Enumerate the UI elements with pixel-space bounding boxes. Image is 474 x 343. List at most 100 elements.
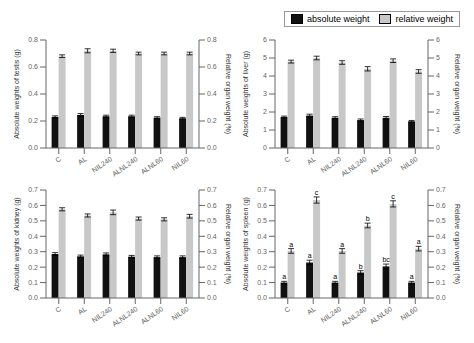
svg-text:NIL240: NIL240: [320, 305, 343, 324]
svg-text:0.6: 0.6: [28, 202, 38, 209]
svg-text:NIL240: NIL240: [91, 155, 114, 174]
svg-text:NIL60: NIL60: [170, 155, 189, 172]
svg-text:a: a: [333, 273, 337, 280]
svg-text:AL: AL: [306, 305, 317, 316]
svg-text:4: 4: [263, 72, 267, 79]
svg-text:NIL60: NIL60: [170, 305, 189, 322]
svg-text:0.6: 0.6: [207, 63, 217, 70]
svg-text:0.6: 0.6: [257, 202, 267, 209]
svg-text:0.2: 0.2: [436, 264, 446, 271]
svg-text:a: a: [282, 273, 286, 280]
svg-text:0.2: 0.2: [207, 117, 217, 124]
svg-text:0.2: 0.2: [28, 264, 38, 271]
svg-text:0.0: 0.0: [207, 294, 217, 301]
svg-text:ALNL60: ALNL60: [368, 305, 393, 325]
svg-text:Relative organ weight (%): Relative organ weight (%): [224, 54, 232, 134]
svg-text:0.4: 0.4: [436, 233, 446, 240]
svg-text:0.4: 0.4: [207, 233, 217, 240]
svg-text:ALNL60: ALNL60: [139, 155, 164, 175]
svg-text:2: 2: [263, 108, 267, 115]
svg-text:NIL60: NIL60: [399, 155, 418, 172]
svg-text:0.3: 0.3: [257, 248, 267, 255]
svg-text:0.5: 0.5: [28, 217, 38, 224]
svg-text:3: 3: [263, 90, 267, 97]
svg-text:NIL240: NIL240: [320, 155, 343, 174]
svg-text:0.0: 0.0: [28, 294, 38, 301]
svg-text:0: 0: [436, 144, 440, 151]
svg-text:0.5: 0.5: [436, 217, 446, 224]
svg-text:b: b: [366, 215, 370, 222]
svg-text:AL: AL: [77, 305, 88, 316]
svg-text:5: 5: [436, 54, 440, 61]
svg-text:b: b: [359, 263, 363, 270]
svg-text:AL: AL: [306, 155, 317, 166]
svg-text:0.4: 0.4: [257, 233, 267, 240]
svg-text:0.6: 0.6: [28, 63, 38, 70]
svg-text:a: a: [417, 238, 421, 245]
svg-text:c: c: [391, 193, 395, 200]
svg-text:ALNL60: ALNL60: [368, 155, 393, 175]
svg-text:0.6: 0.6: [207, 202, 217, 209]
svg-text:ALNL240: ALNL240: [111, 305, 139, 328]
svg-text:0.3: 0.3: [436, 248, 446, 255]
svg-text:0.1: 0.1: [257, 279, 267, 286]
svg-text:4: 4: [436, 72, 440, 79]
svg-text:Absolute weights of testis (g): Absolute weights of testis (g): [13, 49, 21, 139]
svg-text:0.4: 0.4: [28, 233, 38, 240]
svg-text:0.6: 0.6: [436, 202, 446, 209]
svg-text:0.0: 0.0: [436, 294, 446, 301]
svg-text:0.7: 0.7: [28, 186, 38, 193]
svg-text:C: C: [283, 155, 291, 164]
svg-text:ALNL240: ALNL240: [111, 155, 139, 178]
svg-text:0: 0: [263, 144, 267, 151]
svg-text:0.8: 0.8: [207, 36, 217, 43]
svg-text:0.7: 0.7: [207, 186, 217, 193]
svg-text:1: 1: [263, 126, 267, 133]
svg-text:0.3: 0.3: [207, 248, 217, 255]
svg-text:Relative organ weight (%): Relative organ weight (%): [453, 204, 461, 284]
svg-text:ALNL240: ALNL240: [340, 155, 368, 178]
svg-text:0.2: 0.2: [28, 117, 38, 124]
svg-text:C: C: [54, 155, 62, 164]
svg-text:Relative organ weight (%): Relative organ weight (%): [453, 54, 461, 134]
svg-text:0.1: 0.1: [436, 279, 446, 286]
svg-text:3: 3: [436, 90, 440, 97]
svg-text:c: c: [315, 189, 319, 196]
svg-text:Relative organ weight (%): Relative organ weight (%): [224, 204, 232, 284]
svg-text:0.1: 0.1: [28, 279, 38, 286]
svg-text:NIL240: NIL240: [91, 305, 114, 324]
svg-text:a: a: [340, 241, 344, 248]
svg-text:0.4: 0.4: [207, 90, 217, 97]
svg-text:a: a: [308, 252, 312, 259]
svg-text:0.0: 0.0: [207, 144, 217, 151]
svg-text:a: a: [289, 241, 293, 248]
svg-text:a: a: [410, 273, 414, 280]
svg-text:NIL60: NIL60: [399, 305, 418, 322]
svg-text:2: 2: [436, 108, 440, 115]
svg-text:0.1: 0.1: [207, 279, 217, 286]
svg-text:AL: AL: [77, 155, 88, 166]
svg-text:0.7: 0.7: [257, 186, 267, 193]
svg-text:Absolute weights of kidney (g): Absolute weights of kidney (g): [13, 197, 21, 290]
svg-text:0.5: 0.5: [207, 217, 217, 224]
svg-text:0.5: 0.5: [257, 217, 267, 224]
svg-text:Absolute weights of spleen (g): Absolute weights of spleen (g): [242, 197, 250, 291]
svg-text:bc: bc: [382, 256, 390, 263]
svg-text:0.0: 0.0: [28, 144, 38, 151]
svg-text:ALNL240: ALNL240: [340, 305, 368, 328]
svg-text:1: 1: [436, 126, 440, 133]
svg-text:6: 6: [436, 36, 440, 43]
svg-text:0.0: 0.0: [257, 294, 267, 301]
svg-text:0.8: 0.8: [28, 36, 38, 43]
svg-text:0.7: 0.7: [436, 186, 446, 193]
svg-text:0.2: 0.2: [257, 264, 267, 271]
svg-text:6: 6: [263, 36, 267, 43]
svg-text:5: 5: [263, 54, 267, 61]
svg-text:C: C: [283, 305, 291, 314]
svg-text:Absolute weights of liver (g): Absolute weights of liver (g): [242, 51, 250, 137]
svg-text:ALNL60: ALNL60: [139, 305, 164, 325]
svg-text:0.3: 0.3: [28, 248, 38, 255]
svg-text:0.2: 0.2: [207, 264, 217, 271]
svg-text:0.4: 0.4: [28, 90, 38, 97]
svg-text:C: C: [54, 305, 62, 314]
